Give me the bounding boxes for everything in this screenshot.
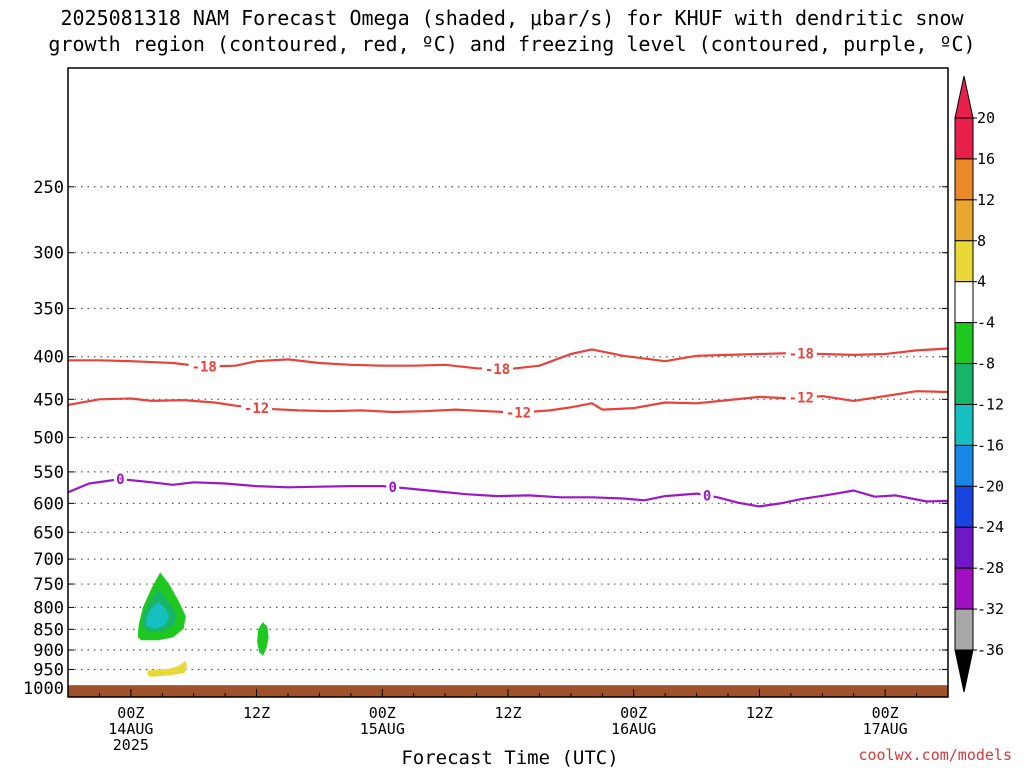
colorbar-label-3: 8 [977,232,986,250]
chart-title-line-2: growth region (contoured, red, ºC) and f… [48,32,976,56]
x-tick-label-60-0: 12Z [746,704,773,722]
x-tick-label-0-2: 2025 [113,736,149,754]
omega-shade-2 [146,602,170,630]
contour-label-0: 0 [389,480,397,496]
colorbar-label-12: -32 [977,600,1004,618]
y-tick-label-650: 650 [33,523,64,543]
colorbar-label-9: -20 [977,477,1004,495]
contour-line-0 [67,478,949,508]
x-tick-label-24-1: 15AUG [360,720,405,738]
omega-shade-3 [257,622,269,656]
colorbar-segment-4 [954,281,974,324]
chart-title-line-1: 2025081318 NAM Forecast Omega (shaded, μ… [60,6,964,30]
colorbar-label-1: 16 [977,150,995,168]
contour-label-bg [188,358,220,375]
contour-label--12: -12 [506,406,531,422]
contour-label--12: -12 [789,391,814,407]
colorbar-segment-5 [954,322,974,365]
y-tick-label-550: 550 [33,463,64,483]
colorbar-label-2: 12 [977,191,995,209]
y-tick-label-350: 350 [33,299,64,319]
x-tick-label-0-0: 00Z [117,704,144,722]
colorbar-top-arrow [954,75,974,119]
contour-label-bg [502,404,534,421]
contour-label-bg [700,487,714,504]
x-tick-label-36-0: 12Z [494,704,521,722]
colorbar-label-8: -16 [977,436,1004,454]
y-tick-label-700: 700 [33,550,64,570]
colorbar-label-11: -28 [977,559,1004,577]
colorbar-segment-1 [954,158,974,201]
colorbar-segment-9 [954,485,974,528]
contour-label--12: -12 [244,401,269,417]
y-tick-label-450: 450 [33,390,64,410]
credit-link[interactable]: coolwx.com/models [858,746,1012,764]
y-tick-label-800: 800 [33,598,64,618]
x-axis-label: Forecast Time (UTC) [401,747,618,768]
contour-label--18: -18 [192,360,217,376]
colorbar-segment-12 [954,608,974,651]
colorbar-bottom-arrow [954,649,974,693]
contour-label-bg [241,399,273,416]
contour-label-bg [386,479,400,496]
y-tick-label-1000: 1000 [23,679,64,699]
contour-label-bg [785,345,817,362]
y-tick-label-900: 900 [33,641,64,661]
colorbar-label-0: 20 [977,109,995,127]
colorbar-segment-2 [954,199,974,242]
contour-label-bg [113,471,127,488]
contour-label-0: 0 [703,488,711,504]
colorbar-label-10: -24 [977,518,1004,536]
colorbar-label-6: -8 [977,355,995,373]
x-tick-label-12-0: 12Z [243,704,270,722]
x-tick-label-48-0: 00Z [620,704,647,722]
y-tick-label-850: 850 [33,620,64,640]
colorbar-label-7: -12 [977,395,1004,413]
colorbar-label-4: 4 [977,273,986,291]
colorbar-label-5: -4 [977,314,995,332]
plot-area [68,68,948,697]
y-tick-label-950: 950 [33,661,64,681]
contour-label-bg [482,360,514,377]
x-tick-label-48-1: 16AUG [611,720,656,738]
y-tick-label-250: 250 [33,178,64,198]
colorbar-segment-3 [954,240,974,283]
colorbar-segment-11 [954,567,974,610]
y-tick-label-300: 300 [33,244,64,264]
colorbar-label-13: -36 [977,641,1004,659]
contour-label--18: -18 [789,346,814,362]
colorbar-segment-7 [954,403,974,446]
x-tick-label-72-1: 17AUG [863,720,908,738]
y-tick-label-500: 500 [33,428,64,448]
contour-label-bg [785,389,817,406]
y-tick-label-600: 600 [33,494,64,514]
colorbar-segment-0 [954,117,974,160]
colorbar-segment-10 [954,526,974,569]
contour-label-0: 0 [116,472,124,488]
y-tick-label-400: 400 [33,348,64,368]
x-tick-label-72-0: 00Z [872,704,899,722]
colorbar-segment-8 [954,444,974,487]
x-tick-label-24-0: 00Z [369,704,396,722]
y-tick-label-750: 750 [33,575,64,595]
colorbar-segment-6 [954,363,974,405]
omega-shade-4 [147,660,187,677]
contour-label--18: -18 [485,362,510,378]
x-tick-label-0-1: 14AUG [108,720,153,738]
